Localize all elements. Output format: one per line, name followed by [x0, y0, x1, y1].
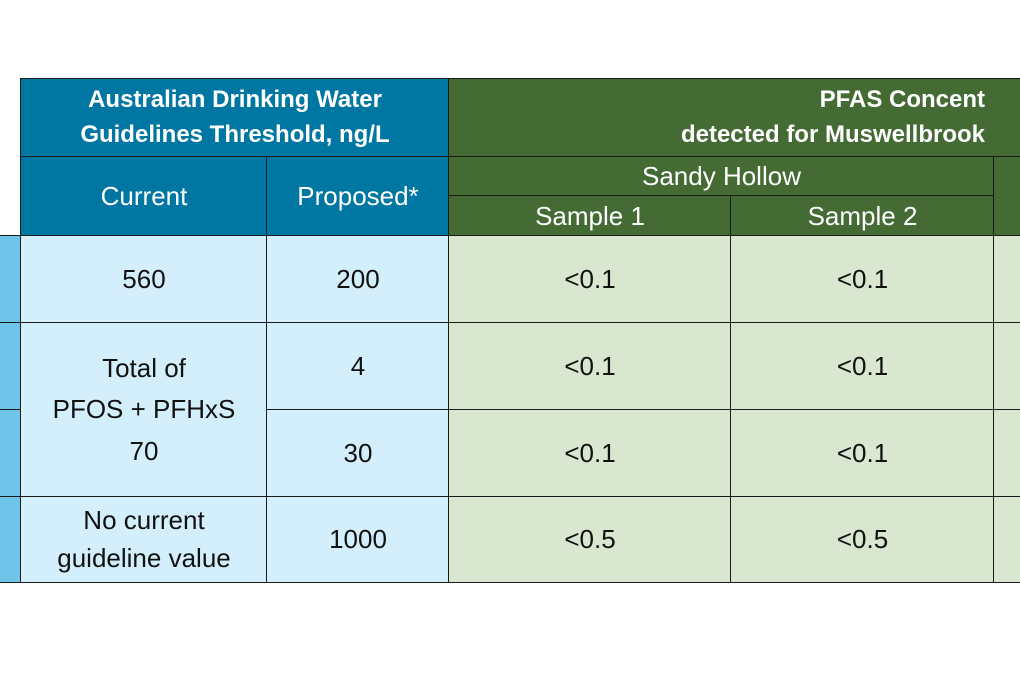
table-row-4-next [993, 496, 1020, 583]
table-row-3-next [993, 409, 1020, 498]
sandy-hollow-header: Sandy Hollow [448, 156, 995, 197]
table-row-4-proposed: 1000 [266, 496, 450, 583]
sample-1-header: Sample 1 [448, 195, 732, 237]
row-1-label-strip [0, 235, 22, 324]
proposed-column-header: Proposed* [266, 156, 450, 237]
row-3-label-strip [0, 409, 22, 498]
table-row-2-proposed: 4 [266, 322, 450, 411]
table-row-1-current: 560 [20, 235, 268, 324]
table-row-3-sample-2: <0.1 [730, 409, 995, 498]
row-4-label-strip [0, 496, 22, 583]
table-row-2-sample-1: <0.1 [448, 322, 732, 411]
current-column-header: Current [20, 156, 268, 237]
guidelines-header: Australian Drinking Water Guidelines Thr… [20, 78, 450, 158]
table-row-3-sample-1: <0.1 [448, 409, 732, 498]
table-row-1-sample-1: <0.1 [448, 235, 732, 324]
table-row-4-sample-1: <0.5 [448, 496, 732, 583]
next-site-header [993, 156, 1020, 237]
sample-2-header: Sample 2 [730, 195, 995, 237]
table-row-4-current: No current guideline value [20, 496, 268, 583]
table-row-2-next [993, 322, 1020, 411]
table-row-3-proposed: 30 [266, 409, 450, 498]
row-2-label-strip [0, 322, 22, 411]
table-row-2-current: Total of PFOS + PFHxS 70 [20, 322, 268, 498]
pfas-concentration-header: PFAS Concent detected for Muswellbrook [448, 78, 1020, 158]
table-row-1-sample-2: <0.1 [730, 235, 995, 324]
table-row-2-sample-2: <0.1 [730, 322, 995, 411]
table-row-1-next [993, 235, 1020, 324]
table-row-1-proposed: 200 [266, 235, 450, 324]
table-row-4-sample-2: <0.5 [730, 496, 995, 583]
